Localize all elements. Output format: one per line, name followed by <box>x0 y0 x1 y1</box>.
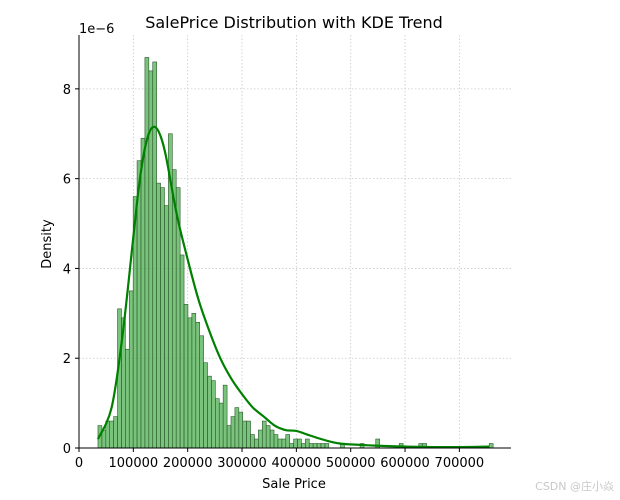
histogram-bar <box>265 425 271 449</box>
histogram-bar <box>199 335 204 449</box>
chart-title: SalePrice Distribution with KDE Trend <box>145 13 443 32</box>
x-axis-label: Sale Price <box>262 477 326 492</box>
x-tick-label: 100000 <box>109 456 159 471</box>
histogram-bar <box>109 420 114 449</box>
histogram-bar <box>289 443 294 449</box>
histogram-bar <box>297 438 302 449</box>
histogram-bar <box>254 438 259 449</box>
histogram-bar <box>273 434 279 449</box>
histogram-bar <box>308 443 314 449</box>
histogram-bar <box>320 443 326 449</box>
histogram-bar <box>250 434 255 449</box>
histogram-bar <box>218 402 224 449</box>
histogram-bar <box>277 438 283 449</box>
histogram-bar <box>187 317 193 449</box>
histogram-bar <box>488 443 494 449</box>
histogram-bars <box>97 57 494 449</box>
histogram-bar <box>156 182 161 449</box>
histogram-bar <box>285 434 290 449</box>
histogram-bar <box>207 375 212 449</box>
histogram-bar <box>179 254 185 449</box>
histogram-bar <box>316 443 322 449</box>
histogram-bar <box>242 420 247 449</box>
histogram-bar <box>301 443 306 449</box>
histogram-bar <box>128 290 134 449</box>
histogram-bar <box>144 57 150 449</box>
histogram-bar <box>293 438 298 449</box>
histogram-bar <box>305 438 310 449</box>
histogram-bar <box>191 313 197 449</box>
kde-trend-line <box>96 125 490 449</box>
histogram-bar <box>125 348 130 449</box>
histogram-bar <box>211 380 216 449</box>
histogram-bar <box>324 443 330 449</box>
y-axis-label: Density <box>40 219 55 269</box>
x-tick-label: 200000 <box>163 456 213 471</box>
histogram-bar <box>215 398 220 449</box>
x-tick-label: 0 <box>75 456 83 471</box>
y-tick-label: 8 <box>63 83 71 98</box>
histogram-bar <box>234 407 240 449</box>
histogram-bar <box>160 187 165 449</box>
histogram-bar <box>261 420 267 449</box>
x-tick-label: 700000 <box>435 456 485 471</box>
histogram-bar <box>269 429 275 449</box>
y-tick-label: 0 <box>63 442 71 457</box>
y-tick-label: 4 <box>63 262 71 277</box>
histogram-bar <box>164 205 169 449</box>
watermark: CSDN @庄小焱 <box>535 480 614 493</box>
histogram-bar <box>226 425 232 449</box>
x-tick-label: 500000 <box>326 456 376 471</box>
x-tick-label: 400000 <box>272 456 322 471</box>
x-tick-label: 600000 <box>380 456 430 471</box>
histogram-bar <box>183 304 189 449</box>
histogram-bar <box>246 420 251 449</box>
x-axis-ticks: 0 100000 200000 300000 400000 500000 600000 700… <box>75 448 484 471</box>
histogram-bar <box>238 411 244 449</box>
y-tick-label: 6 <box>63 173 71 188</box>
y-tick-label: 2 <box>63 352 71 367</box>
histogram-bar <box>152 61 157 449</box>
axes <box>78 35 511 449</box>
y-axis-ticks: 0 2 4 6 8 <box>63 83 79 457</box>
histogram-bar <box>312 443 318 449</box>
histogram-bar <box>117 308 122 449</box>
histogram-bar <box>281 438 287 449</box>
histogram-bar <box>113 416 118 449</box>
x-tick-label: 300000 <box>217 456 267 471</box>
histogram-bar <box>230 416 236 449</box>
histogram-bar <box>140 137 146 449</box>
histogram-bar <box>258 429 263 449</box>
histogram-bar <box>203 362 208 449</box>
histogram-bar <box>222 384 228 449</box>
y-offset-label: 1e−6 <box>79 22 114 37</box>
histogram-bar <box>195 322 200 449</box>
